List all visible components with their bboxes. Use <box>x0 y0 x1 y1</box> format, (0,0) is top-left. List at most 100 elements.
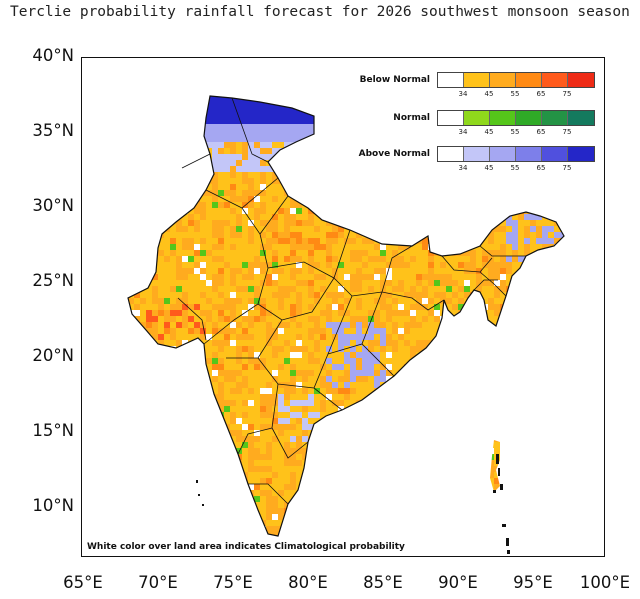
grid-cell <box>350 220 356 226</box>
grid-cell <box>308 274 314 280</box>
grid-cell <box>134 238 140 244</box>
grid-cell <box>266 484 272 490</box>
grid-cell <box>248 436 254 442</box>
grid-cell <box>476 190 482 196</box>
grid-cell <box>500 412 506 418</box>
grid-cell <box>158 394 164 400</box>
grid-cell <box>188 376 194 382</box>
grid-cell <box>554 430 560 436</box>
grid-cell <box>212 148 218 154</box>
grid-cell <box>188 274 194 280</box>
grid-cell <box>290 292 296 298</box>
grid-cell <box>242 280 248 286</box>
grid-cell <box>176 274 182 280</box>
grid-cell <box>398 412 404 418</box>
grid-cell <box>152 202 158 208</box>
grid-cell <box>242 268 248 274</box>
grid-cell <box>260 280 266 286</box>
grid-cell <box>128 484 134 490</box>
grid-cell <box>368 316 374 322</box>
grid-cell <box>560 478 564 484</box>
grid-cell <box>536 322 542 328</box>
grid-cell <box>458 184 464 190</box>
grid-cell <box>524 202 530 208</box>
grid-cell <box>464 178 470 184</box>
grid-cell <box>470 400 476 406</box>
grid-cell <box>488 364 494 370</box>
grid-cell <box>200 286 206 292</box>
grid-cell <box>458 262 464 268</box>
grid-cell <box>224 412 230 418</box>
grid-cell <box>284 364 290 370</box>
grid-cell <box>128 322 134 328</box>
grid-cell <box>464 208 470 214</box>
grid-cell <box>446 226 452 232</box>
grid-cell <box>194 382 200 388</box>
grid-cell <box>146 352 152 358</box>
grid-cell <box>128 364 134 370</box>
grid-cell <box>482 442 488 448</box>
grid-cell <box>452 226 458 232</box>
grid-cell <box>146 448 152 454</box>
grid-cell <box>374 346 380 352</box>
grid-cell <box>248 466 254 472</box>
grid-cell <box>476 178 482 184</box>
grid-cell <box>548 340 554 346</box>
grid-cell <box>524 232 530 238</box>
grid-cell <box>494 292 500 298</box>
grid-cell <box>398 184 404 190</box>
grid-cell <box>470 184 476 190</box>
grid-cell <box>284 370 290 376</box>
grid-cell <box>398 268 404 274</box>
grid-cell <box>134 376 140 382</box>
grid-cell <box>206 436 212 442</box>
grid-cell <box>122 322 128 328</box>
grid-cell <box>332 226 338 232</box>
grid-cell <box>224 478 230 484</box>
grid-cell <box>242 160 248 166</box>
grid-cell <box>392 322 398 328</box>
grid-cell <box>134 214 140 220</box>
grid-cell <box>308 292 314 298</box>
grid-cell <box>260 124 266 130</box>
grid-cell <box>386 316 392 322</box>
grid-cell <box>488 430 494 436</box>
grid-cell <box>422 250 428 256</box>
grid-cell <box>260 382 266 388</box>
grid-cell <box>494 280 500 286</box>
grid-cell <box>350 448 356 454</box>
grid-cell <box>308 322 314 328</box>
grid-cell <box>536 220 542 226</box>
grid-cell <box>122 340 128 346</box>
grid-cell <box>314 226 320 232</box>
grid-cell <box>254 424 260 430</box>
grid-cell <box>422 394 428 400</box>
grid-cell <box>488 442 494 448</box>
grid-cell <box>128 358 134 364</box>
grid-cell <box>518 400 524 406</box>
grid-cell <box>260 154 266 160</box>
grid-cell <box>422 220 428 226</box>
grid-cell <box>134 226 140 232</box>
grid-cell <box>326 424 332 430</box>
grid-cell <box>488 328 494 334</box>
grid-cell <box>566 460 572 466</box>
grid-cell <box>176 424 182 430</box>
grid-cell <box>122 388 128 394</box>
grid-cell <box>530 430 536 436</box>
grid-cell <box>326 394 332 400</box>
grid-cell <box>392 478 398 484</box>
grid-cell <box>482 298 488 304</box>
grid-cell <box>164 304 170 310</box>
grid-cell <box>506 298 512 304</box>
grid-cell <box>350 238 356 244</box>
grid-cell <box>158 340 164 346</box>
grid-cell <box>230 472 236 478</box>
grid-cell <box>362 412 368 418</box>
grid-cell <box>230 406 236 412</box>
grid-cell <box>344 424 350 430</box>
grid-cell <box>314 310 320 316</box>
grid-cell <box>392 178 398 184</box>
grid-cell <box>548 478 554 484</box>
grid-cell <box>272 118 278 124</box>
